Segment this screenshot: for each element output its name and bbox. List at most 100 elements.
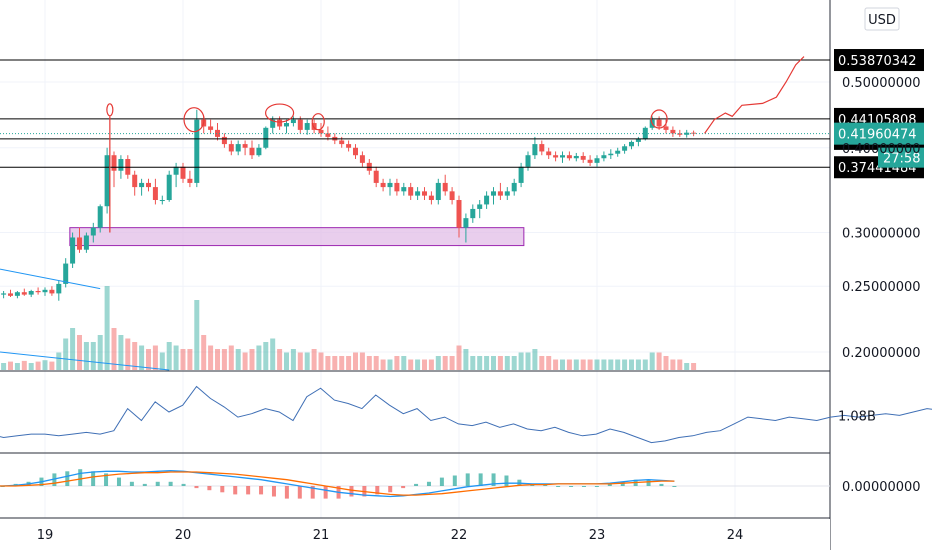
grid-lines	[0, 0, 831, 550]
candle-body	[152, 187, 158, 201]
volume-bar	[56, 352, 62, 370]
price-tick-label: 0.20000000	[842, 346, 921, 361]
candle-body	[497, 191, 503, 196]
candle-body	[622, 146, 628, 151]
candle-body	[42, 289, 48, 293]
volume-bar	[629, 359, 634, 370]
candle-body	[111, 155, 117, 171]
macd-histogram-bar	[116, 477, 121, 486]
projection-curve[interactable]	[704, 56, 805, 134]
horizontal-levels[interactable]: 0.538703420.441058080.412236610.37441484…	[0, 49, 924, 179]
candle-body	[380, 182, 386, 188]
currency-button[interactable]: USD	[864, 7, 900, 31]
candle-body	[573, 155, 579, 159]
candle-body	[435, 182, 441, 201]
volume-bar	[104, 286, 110, 370]
candle-body	[139, 182, 145, 188]
candle-body	[553, 155, 559, 158]
candle-body	[118, 159, 124, 171]
candle-body	[491, 191, 496, 196]
volume-bar	[649, 352, 655, 370]
candle-body	[146, 182, 151, 188]
hand-drawn-annotations[interactable]	[0, 56, 805, 371]
candle-body	[194, 119, 200, 183]
volume-bar	[21, 360, 27, 370]
macd-histogram-bar	[52, 473, 57, 486]
macd-histogram-bar	[581, 486, 586, 487]
circle-annotation[interactable]	[183, 107, 205, 133]
macd-histogram-bar	[129, 481, 134, 486]
candle-body	[442, 182, 448, 192]
macd-histogram-bar	[569, 486, 574, 487]
circle-annotation[interactable]	[106, 103, 114, 117]
candle-body	[242, 144, 248, 148]
candle-body	[290, 119, 296, 124]
candle-body	[304, 123, 310, 130]
volume-bar	[208, 345, 214, 370]
volume-bar	[456, 345, 462, 370]
support-zone-rectangle[interactable]	[69, 227, 525, 247]
candle-body	[546, 151, 552, 156]
volume-bar	[235, 349, 241, 370]
macd-histogram-bar	[142, 483, 147, 486]
time-axis[interactable]: 19 20 21 22 23 24	[0, 519, 830, 550]
candle-body	[132, 174, 138, 188]
candle-body	[77, 237, 82, 250]
volume-bar	[587, 359, 593, 370]
candle-body	[56, 283, 62, 294]
volume-bar	[525, 352, 531, 370]
macd-histogram-bar	[168, 481, 173, 486]
candle-body	[615, 150, 621, 154]
volume-bar	[691, 363, 697, 370]
circle-annotation[interactable]	[650, 109, 668, 129]
volume-bar	[42, 360, 48, 370]
macd-histogram-bar	[349, 486, 354, 497]
volume-bar	[173, 345, 179, 370]
volume-bar	[97, 335, 103, 370]
circle-annotation[interactable]	[265, 103, 295, 123]
price-axis[interactable]: 0.50000000 0.40000000 0.30000000 0.25000000…	[842, 76, 921, 361]
candle-body	[49, 289, 55, 294]
currency-label: USD	[868, 13, 896, 28]
volume-bar	[373, 356, 379, 370]
volume-bar	[656, 352, 662, 370]
candle-body	[70, 237, 76, 264]
circle-annotation[interactable]	[311, 113, 325, 131]
candle-body	[635, 139, 641, 142]
level-price-tag	[834, 49, 924, 72]
macd-tick-label: 0.00000000	[842, 480, 921, 495]
volume-bar	[518, 352, 524, 370]
macd-histogram-bar	[155, 481, 160, 486]
macd-histogram-bar	[478, 473, 483, 486]
volume-bar	[497, 356, 503, 370]
macd-histogram-bar	[388, 486, 393, 493]
candle-body	[560, 155, 565, 158]
candle-body	[173, 166, 179, 175]
trendline[interactable]	[0, 268, 101, 290]
price-tick-label: 0.50000000	[842, 76, 921, 91]
volume-bar	[1, 363, 7, 370]
volume-bar	[201, 335, 207, 370]
macd-histogram-bar	[439, 477, 444, 486]
macd-histogram-bar	[491, 473, 496, 486]
time-axis-bg	[0, 519, 830, 550]
candle-body	[511, 182, 517, 192]
candle-body	[277, 119, 283, 127]
candle-body	[346, 144, 352, 148]
volume-bar	[366, 356, 372, 370]
volume-bar	[159, 352, 165, 370]
candle-body	[470, 208, 476, 219]
volume-bar	[284, 352, 289, 370]
candle-body	[187, 178, 193, 183]
candle-body	[270, 119, 276, 128]
macd-histogram-bar	[271, 486, 276, 497]
candle-body	[90, 227, 96, 236]
volume-bar	[504, 356, 510, 370]
drawings-layer[interactable]	[69, 227, 525, 247]
macd-histogram-bar	[284, 486, 289, 499]
trendline[interactable]	[0, 351, 170, 371]
volume-bar	[470, 356, 476, 370]
candle-body	[387, 182, 393, 188]
volume-bar	[442, 356, 448, 370]
